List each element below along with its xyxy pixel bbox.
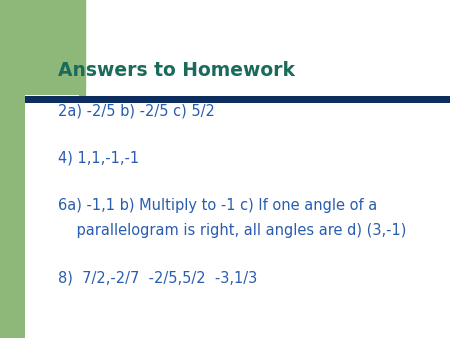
Bar — [25, 95, 79, 108]
Text: 8)  7/2,-2/7  -2/5,5/2  -3,1/3: 8) 7/2,-2/7 -2/5,5/2 -3,1/3 — [58, 270, 258, 285]
Bar — [25, 96, 450, 103]
Text: 2a) -2/5 b) -2/5 c) 5/2: 2a) -2/5 b) -2/5 c) 5/2 — [58, 103, 216, 118]
Bar — [0, 81, 79, 95]
Text: parallelogram is right, all angles are d) (3,-1): parallelogram is right, all angles are d… — [58, 223, 407, 238]
Text: 4) 1,1,-1,-1: 4) 1,1,-1,-1 — [58, 150, 140, 165]
FancyBboxPatch shape — [0, 0, 86, 100]
Bar — [0, 95, 25, 338]
Text: Answers to Homework: Answers to Homework — [58, 62, 296, 80]
Text: 6a) -1,1 b) Multiply to -1 c) If one angle of a: 6a) -1,1 b) Multiply to -1 c) If one ang… — [58, 198, 378, 213]
